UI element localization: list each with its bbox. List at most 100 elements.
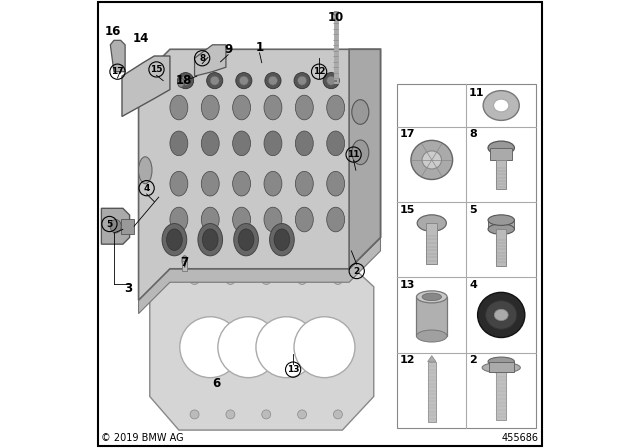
Bar bbox=[397, 84, 536, 428]
Bar bbox=[497, 160, 506, 189]
Circle shape bbox=[236, 73, 252, 89]
Text: 12: 12 bbox=[400, 355, 415, 365]
Text: 4: 4 bbox=[469, 280, 477, 290]
Ellipse shape bbox=[296, 95, 314, 120]
Text: 13: 13 bbox=[287, 365, 300, 374]
Polygon shape bbox=[195, 45, 226, 76]
Bar bbox=[417, 297, 447, 336]
Ellipse shape bbox=[198, 224, 223, 256]
Circle shape bbox=[180, 317, 241, 378]
Ellipse shape bbox=[488, 141, 515, 155]
Bar bbox=[490, 148, 513, 160]
Circle shape bbox=[190, 410, 199, 419]
Ellipse shape bbox=[482, 362, 520, 373]
Ellipse shape bbox=[232, 172, 250, 196]
Text: 15: 15 bbox=[400, 205, 415, 215]
Ellipse shape bbox=[488, 224, 515, 234]
Ellipse shape bbox=[170, 207, 188, 232]
Text: 17: 17 bbox=[111, 67, 124, 76]
Text: 455686: 455686 bbox=[502, 433, 539, 443]
Ellipse shape bbox=[162, 224, 187, 256]
Ellipse shape bbox=[232, 207, 250, 232]
Circle shape bbox=[262, 410, 271, 419]
Text: 5: 5 bbox=[469, 205, 477, 215]
Text: 3: 3 bbox=[124, 282, 132, 296]
Text: 17: 17 bbox=[400, 129, 415, 139]
Circle shape bbox=[207, 73, 223, 89]
Ellipse shape bbox=[264, 207, 282, 232]
Ellipse shape bbox=[170, 131, 188, 155]
Ellipse shape bbox=[238, 229, 254, 250]
Circle shape bbox=[177, 73, 194, 89]
Ellipse shape bbox=[417, 291, 447, 303]
Bar bbox=[489, 362, 514, 372]
Ellipse shape bbox=[296, 172, 314, 196]
Ellipse shape bbox=[417, 215, 446, 232]
Text: 15: 15 bbox=[150, 65, 163, 74]
Ellipse shape bbox=[352, 140, 369, 164]
Ellipse shape bbox=[232, 95, 250, 120]
Text: 2: 2 bbox=[354, 267, 360, 276]
Ellipse shape bbox=[170, 95, 188, 120]
Ellipse shape bbox=[264, 131, 282, 155]
Ellipse shape bbox=[488, 357, 515, 366]
Ellipse shape bbox=[411, 140, 452, 180]
Circle shape bbox=[239, 76, 248, 85]
Text: 6: 6 bbox=[212, 376, 220, 390]
Polygon shape bbox=[110, 40, 125, 72]
Ellipse shape bbox=[326, 172, 344, 196]
Polygon shape bbox=[138, 49, 380, 300]
Ellipse shape bbox=[296, 131, 314, 155]
Ellipse shape bbox=[274, 229, 290, 250]
Ellipse shape bbox=[264, 95, 282, 120]
Circle shape bbox=[226, 276, 235, 284]
Ellipse shape bbox=[182, 256, 188, 266]
Circle shape bbox=[181, 76, 190, 85]
Ellipse shape bbox=[326, 95, 344, 120]
Text: © 2019 BMW AG: © 2019 BMW AG bbox=[101, 433, 184, 443]
Circle shape bbox=[294, 73, 310, 89]
Ellipse shape bbox=[417, 330, 447, 342]
Text: 18: 18 bbox=[175, 74, 192, 87]
Ellipse shape bbox=[494, 309, 508, 321]
Ellipse shape bbox=[486, 301, 517, 329]
Circle shape bbox=[218, 317, 279, 378]
Text: 13: 13 bbox=[400, 280, 415, 290]
Ellipse shape bbox=[422, 151, 442, 169]
Ellipse shape bbox=[201, 207, 219, 232]
Ellipse shape bbox=[170, 172, 188, 196]
Text: 9: 9 bbox=[224, 43, 232, 56]
Circle shape bbox=[190, 276, 199, 284]
Bar bbox=[488, 220, 515, 229]
Text: 5: 5 bbox=[106, 220, 113, 228]
Text: 12: 12 bbox=[313, 67, 325, 76]
Ellipse shape bbox=[326, 207, 344, 232]
Polygon shape bbox=[150, 260, 374, 430]
Circle shape bbox=[210, 76, 219, 85]
Circle shape bbox=[298, 276, 307, 284]
Ellipse shape bbox=[166, 229, 182, 250]
Ellipse shape bbox=[477, 293, 525, 337]
Ellipse shape bbox=[333, 12, 338, 15]
Ellipse shape bbox=[110, 220, 122, 233]
Ellipse shape bbox=[202, 229, 218, 250]
Polygon shape bbox=[122, 56, 170, 116]
Bar bbox=[120, 219, 134, 234]
Polygon shape bbox=[138, 237, 380, 314]
Text: 2: 2 bbox=[469, 355, 477, 365]
Ellipse shape bbox=[493, 99, 509, 112]
Bar bbox=[497, 368, 506, 420]
Text: 1: 1 bbox=[255, 40, 264, 54]
Ellipse shape bbox=[201, 172, 219, 196]
Text: 11: 11 bbox=[469, 88, 484, 98]
Circle shape bbox=[333, 410, 342, 419]
Bar bbox=[397, 84, 536, 428]
Ellipse shape bbox=[488, 215, 515, 225]
Circle shape bbox=[298, 410, 307, 419]
Bar bbox=[497, 229, 506, 266]
Bar bbox=[426, 223, 437, 264]
Polygon shape bbox=[428, 356, 436, 362]
Circle shape bbox=[333, 276, 342, 284]
Circle shape bbox=[265, 73, 281, 89]
Circle shape bbox=[294, 317, 355, 378]
